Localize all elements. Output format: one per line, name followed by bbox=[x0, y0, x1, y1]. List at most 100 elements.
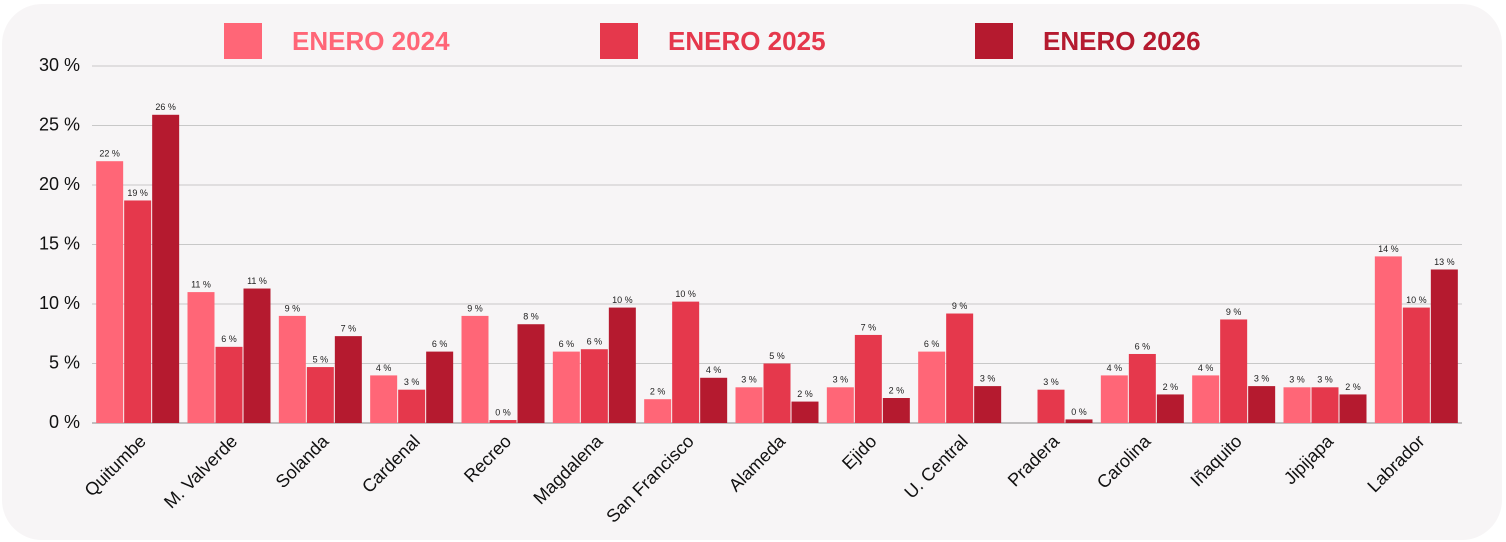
value-label: 0 % bbox=[495, 407, 511, 417]
value-label: 10 % bbox=[1406, 295, 1427, 305]
bar bbox=[124, 200, 152, 423]
value-label: 6 % bbox=[924, 339, 940, 349]
bar bbox=[763, 363, 791, 423]
bar bbox=[735, 387, 763, 423]
y-tick-label: 30 % bbox=[39, 55, 80, 75]
value-label: 5 % bbox=[769, 351, 785, 361]
bar bbox=[1065, 419, 1093, 423]
value-label: 6 % bbox=[432, 339, 448, 349]
value-label: 4 % bbox=[376, 363, 392, 373]
bar bbox=[1037, 389, 1065, 423]
value-label: 6 % bbox=[1135, 341, 1151, 351]
value-label: 3 % bbox=[980, 373, 996, 383]
bar bbox=[918, 351, 946, 423]
bar bbox=[882, 398, 910, 423]
bar bbox=[243, 288, 271, 423]
value-label: 9 % bbox=[1226, 307, 1242, 317]
value-label: 7 % bbox=[341, 324, 357, 334]
legend-swatch bbox=[600, 23, 638, 59]
value-label: 7 % bbox=[861, 322, 877, 332]
bar bbox=[334, 336, 362, 423]
value-label: 3 % bbox=[1043, 377, 1059, 387]
bar bbox=[1374, 256, 1402, 423]
bar bbox=[1402, 307, 1430, 423]
value-label: 2 % bbox=[1345, 382, 1361, 392]
bar bbox=[552, 351, 580, 423]
value-label: 5 % bbox=[313, 354, 329, 364]
bar bbox=[1100, 375, 1128, 423]
value-label: 3 % bbox=[741, 375, 757, 385]
y-tick-label: 25 % bbox=[39, 114, 80, 134]
y-tick-label: 10 % bbox=[39, 293, 80, 313]
value-label: 8 % bbox=[523, 312, 539, 322]
bar bbox=[278, 315, 306, 423]
value-label: 3 % bbox=[833, 375, 849, 385]
legend-swatch bbox=[975, 23, 1013, 59]
value-label: 9 % bbox=[285, 303, 301, 313]
value-label: 19 % bbox=[127, 188, 148, 198]
bar bbox=[1430, 269, 1458, 423]
bar bbox=[461, 315, 489, 423]
bar bbox=[426, 351, 454, 423]
bar bbox=[700, 377, 728, 423]
bar bbox=[854, 334, 882, 423]
legend-label: ENERO 2024 bbox=[292, 26, 450, 56]
value-label: 6 % bbox=[587, 337, 603, 347]
value-label: 3 % bbox=[1289, 375, 1305, 385]
value-label: 9 % bbox=[467, 303, 483, 313]
value-label: 6 % bbox=[221, 334, 237, 344]
value-label: 2 % bbox=[1163, 382, 1179, 392]
bar bbox=[791, 401, 819, 423]
bar bbox=[580, 349, 608, 423]
value-label: 2 % bbox=[650, 387, 666, 397]
bar bbox=[672, 301, 700, 423]
bar bbox=[946, 313, 974, 423]
bar bbox=[1283, 387, 1311, 423]
legend-label: ENERO 2025 bbox=[668, 26, 826, 56]
value-label: 2 % bbox=[797, 389, 813, 399]
bar bbox=[517, 324, 545, 423]
bar bbox=[1192, 375, 1220, 423]
bar bbox=[306, 367, 334, 423]
bar bbox=[215, 346, 243, 423]
value-label: 10 % bbox=[612, 295, 633, 305]
bar bbox=[1339, 394, 1367, 423]
bar bbox=[96, 161, 124, 423]
y-tick-label: 15 % bbox=[39, 233, 80, 253]
value-label: 9 % bbox=[952, 301, 968, 311]
value-label: 22 % bbox=[99, 149, 120, 159]
y-tick-label: 0 % bbox=[49, 412, 80, 432]
value-label: 4 % bbox=[1107, 363, 1123, 373]
value-label: 3 % bbox=[1317, 375, 1333, 385]
value-label: 13 % bbox=[1434, 257, 1455, 267]
bar bbox=[398, 389, 426, 423]
value-label: 14 % bbox=[1378, 244, 1399, 254]
bar bbox=[1248, 386, 1276, 423]
value-label: 26 % bbox=[155, 102, 176, 112]
value-label: 3 % bbox=[404, 377, 420, 387]
bar bbox=[1220, 319, 1248, 423]
value-label: 6 % bbox=[559, 339, 575, 349]
legend-swatch bbox=[224, 23, 262, 59]
legend-label: ENERO 2026 bbox=[1043, 26, 1201, 56]
y-tick-label: 20 % bbox=[39, 174, 80, 194]
value-label: 3 % bbox=[1254, 373, 1270, 383]
bar bbox=[1311, 387, 1339, 423]
bar bbox=[974, 386, 1002, 423]
value-label: 4 % bbox=[706, 365, 722, 375]
y-tick-label: 5 % bbox=[49, 352, 80, 372]
bar bbox=[608, 307, 636, 423]
bar bbox=[1156, 394, 1184, 423]
bar bbox=[826, 387, 854, 423]
bar bbox=[370, 375, 398, 423]
bar bbox=[644, 399, 672, 423]
bar bbox=[187, 292, 215, 423]
bar bbox=[1128, 353, 1156, 423]
value-label: 2 % bbox=[889, 385, 905, 395]
value-label: 10 % bbox=[675, 289, 696, 299]
bar bbox=[489, 420, 517, 423]
value-label: 0 % bbox=[1071, 407, 1087, 417]
bar bbox=[152, 114, 180, 423]
